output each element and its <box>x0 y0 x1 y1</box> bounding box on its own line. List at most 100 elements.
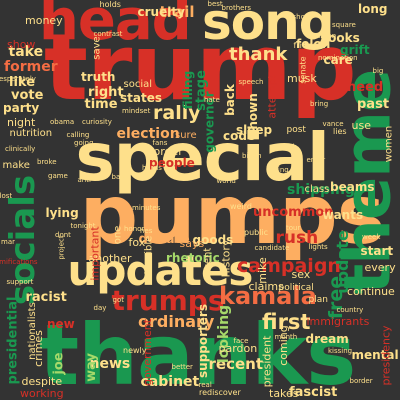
word-newly: newly <box>123 346 147 355</box>
word-weird: weird <box>230 202 252 211</box>
word-night: night <box>7 115 36 129</box>
word-new: new <box>47 317 75 331</box>
word-mike: mike <box>255 256 269 284</box>
word-desperately: desperately <box>0 74 36 83</box>
word-joe: joe <box>51 351 67 375</box>
word-lights: lights <box>308 242 328 251</box>
word-cruelty: cruelty <box>137 5 185 19</box>
word-cabinet: cabinet <box>140 374 200 390</box>
word-candidate: candidate <box>254 243 290 252</box>
word-border: border <box>349 376 373 385</box>
word-make: make <box>2 160 30 171</box>
word-save: save <box>91 36 103 60</box>
word-care: care <box>323 53 353 67</box>
word-calling: calling <box>66 130 90 139</box>
word-post: post <box>286 124 306 135</box>
word-friend: friend <box>293 41 317 50</box>
word-mental: mental <box>351 348 399 362</box>
word-rush: rush <box>275 227 319 248</box>
word-fox: fox <box>128 235 146 249</box>
word-another: another <box>88 251 132 265</box>
word-news: news <box>89 356 131 372</box>
word-horrible: horrible <box>142 235 154 275</box>
word-class: class <box>304 184 330 195</box>
word-fans: fans <box>152 138 168 147</box>
word-way: way <box>83 352 99 382</box>
word-vance: vance <box>322 119 344 128</box>
word-crimes: crimes <box>31 329 45 367</box>
word-truth: truth <box>81 70 116 84</box>
word-mar: mar <box>1 237 15 246</box>
word-immigrants: immigrants <box>306 314 370 328</box>
word-honor: honor <box>124 224 145 233</box>
word-rhetoric: rhetoric <box>166 251 220 265</box>
word-bring: bring <box>310 99 329 108</box>
word-anti: anti <box>77 175 91 184</box>
word-brothers: brothers <box>221 3 251 12</box>
word-shipping: shipping <box>287 182 355 198</box>
word-looks: looks <box>324 31 360 45</box>
word-plan: plan <box>308 294 328 305</box>
word-presidential: presidential <box>5 295 21 385</box>
word-garden: garden <box>311 31 337 40</box>
word-enter: enter <box>306 155 326 164</box>
word-takes: takes <box>269 386 299 400</box>
word-hate: hate <box>204 95 220 104</box>
word-attempt: attempt <box>265 73 279 119</box>
word-claims: claims <box>248 279 284 293</box>
word-political: political <box>278 282 314 293</box>
word-money: money <box>25 13 63 27</box>
word-lying: lying <box>45 206 79 220</box>
word-felon: felon <box>296 37 331 51</box>
word-face: face <box>233 336 249 345</box>
word-shot: shot <box>292 12 308 21</box>
word-dream: dream <box>305 332 349 346</box>
word-despite: despite <box>21 374 63 388</box>
word-tonight: tonight <box>70 221 96 230</box>
word-thank: thank <box>229 44 288 65</box>
word-musk: musk <box>287 71 317 85</box>
word-square: square <box>332 20 356 29</box>
word-vote: vote <box>11 87 44 103</box>
word-people: people <box>149 156 195 170</box>
word-wants: wants <box>322 208 364 222</box>
word-supporters: supporters <box>195 304 210 378</box>
word-trump: trump <box>44 14 357 121</box>
word-long: long <box>358 2 388 16</box>
word-goods: goods <box>192 233 234 247</box>
word-debate: debate <box>138 231 190 247</box>
word-lost: lost <box>0 191 13 200</box>
word-special: special <box>75 119 330 196</box>
word-like: like <box>9 74 36 90</box>
word-pardon: pardon <box>218 341 258 355</box>
word-time: time <box>84 96 118 112</box>
word-grift: grift <box>340 43 370 57</box>
word-broke: broke <box>37 157 57 166</box>
word-senate: senate <box>298 56 308 84</box>
word-ramifications: ramifications <box>0 257 38 266</box>
word-nutrition: nutrition <box>9 128 53 139</box>
word-show: show <box>7 37 36 51</box>
word-one: one <box>111 225 123 245</box>
word-holds: holds <box>99 0 121 9</box>
word-better: better <box>171 362 193 371</box>
word-party: party <box>3 101 40 115</box>
word-big: big <box>372 66 384 75</box>
word-going: going <box>74 138 94 147</box>
word-trail: trail <box>159 2 195 21</box>
word-continue: continue <box>347 284 395 298</box>
word-says: says <box>179 236 205 250</box>
word-updates: updates <box>67 246 254 295</box>
word-speech: speech <box>238 77 264 86</box>
word-week: week <box>362 232 381 241</box>
word-ordinary: ordinary <box>138 312 215 331</box>
word-lies: lies <box>333 127 347 136</box>
word-rally: rally <box>153 101 201 124</box>
word-history: history <box>219 239 233 277</box>
word-important: important <box>88 225 102 281</box>
word-use: use <box>351 118 371 132</box>
word-sure: sure <box>175 130 197 141</box>
word-got: got <box>112 295 124 304</box>
word-take: take <box>8 44 44 60</box>
